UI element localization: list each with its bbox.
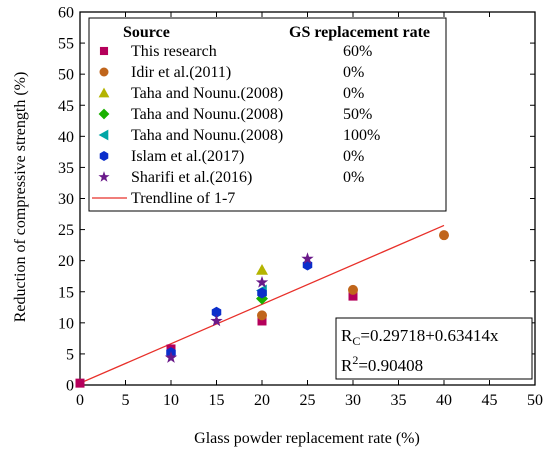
- y-tick-label: 30: [58, 191, 74, 208]
- y-tick-label: 20: [58, 253, 74, 270]
- legend-rate: 50%: [343, 106, 372, 123]
- legend-marker: [98, 87, 110, 98]
- legend-marker: [98, 129, 109, 141]
- data-point: [75, 378, 85, 388]
- legend-marker: [99, 46, 109, 56]
- legend-rate: 0%: [343, 64, 364, 81]
- x-tick-label: 40: [436, 392, 452, 409]
- equation-box: RC=0.29718+0.63414x R2=0.90408: [335, 317, 533, 380]
- data-point: [257, 310, 267, 321]
- data-point: [210, 314, 223, 327]
- y-tick-label: 5: [66, 346, 74, 363]
- y-tick-label: 25: [58, 222, 74, 239]
- legend-label: Trendline of 1-7: [131, 190, 235, 207]
- x-tick-label: 35: [391, 392, 407, 409]
- y-tick-label: 35: [58, 160, 74, 177]
- data-point: [257, 316, 267, 326]
- equation-box-frame: [335, 317, 533, 380]
- data-point: [439, 230, 449, 241]
- legend-marker: [98, 171, 110, 182]
- legend-label: This research: [131, 43, 217, 60]
- legend-rate: 100%: [343, 127, 380, 144]
- x-tick-label: 20: [254, 392, 270, 409]
- x-tick-label: 50: [527, 392, 543, 409]
- y-tick-label: 10: [58, 315, 74, 332]
- y-tick-label: 15: [58, 284, 74, 301]
- x-tick-label: 10: [163, 392, 179, 409]
- y-axis-label: Reduction of compressive strength (%): [12, 72, 29, 323]
- legend-marker: [99, 67, 109, 77]
- legend-rate: 0%: [343, 169, 364, 186]
- x-tick-label: 25: [300, 392, 316, 409]
- x-tick-label: 15: [209, 392, 225, 409]
- legend-label: Islam et al.(2017): [131, 148, 244, 165]
- legend-header-rate: GS replacement rate: [289, 24, 430, 41]
- legend-label: Taha and Nounu.(2008): [131, 106, 283, 123]
- data-point: [211, 306, 222, 318]
- regression-equation: RC=0.29718+0.63414x: [341, 326, 499, 348]
- x-tick-label: 45: [482, 392, 498, 409]
- legend: Source GS replacement rate This research 60…: [88, 17, 447, 212]
- r-squared: R2=0.90408: [341, 353, 423, 375]
- axes: 0 5 10 15 20 25 30 35 40 45 50 0 5 10 15 20 25 30 35 40 45 50…: [58, 5, 543, 410]
- x-axis-label: Glass powder replacement rate (%): [194, 430, 420, 447]
- x-tick-label: 30: [345, 392, 361, 409]
- data-point: [348, 291, 358, 301]
- legend-marker: [99, 151, 109, 161]
- data-points: [75, 230, 449, 388]
- y-tick-label: 60: [58, 5, 74, 22]
- legend-label: Taha and Nounu.(2008): [131, 85, 283, 102]
- data-point: [257, 287, 267, 299]
- legend-rate: 60%: [343, 43, 372, 60]
- legend-header-source: Source: [123, 24, 170, 41]
- y-tick-label: 45: [58, 98, 74, 115]
- x-tick-label: 5: [122, 392, 130, 409]
- y-tick-label: 55: [58, 36, 74, 53]
- legend-label: Taha and Nounu.(2008): [131, 127, 283, 144]
- legend-label: Idir et al.(2011): [131, 64, 231, 81]
- legend-marker: [98, 108, 110, 120]
- x-tick-label: 0: [76, 392, 84, 409]
- legend-rate: 0%: [343, 148, 364, 165]
- data-point: [255, 275, 269, 288]
- y-tick-label: 50: [58, 67, 74, 84]
- legend-box: [88, 17, 447, 212]
- data-point: [301, 252, 314, 265]
- y-tick-label: 0: [66, 378, 74, 395]
- data-point: [256, 263, 268, 275]
- legend-label: Sharifi et al.(2016): [131, 169, 252, 186]
- data-point: [164, 351, 178, 363]
- data-point: [348, 284, 358, 295]
- legend-rate: 0%: [343, 85, 364, 102]
- y-tick-label: 40: [58, 129, 74, 146]
